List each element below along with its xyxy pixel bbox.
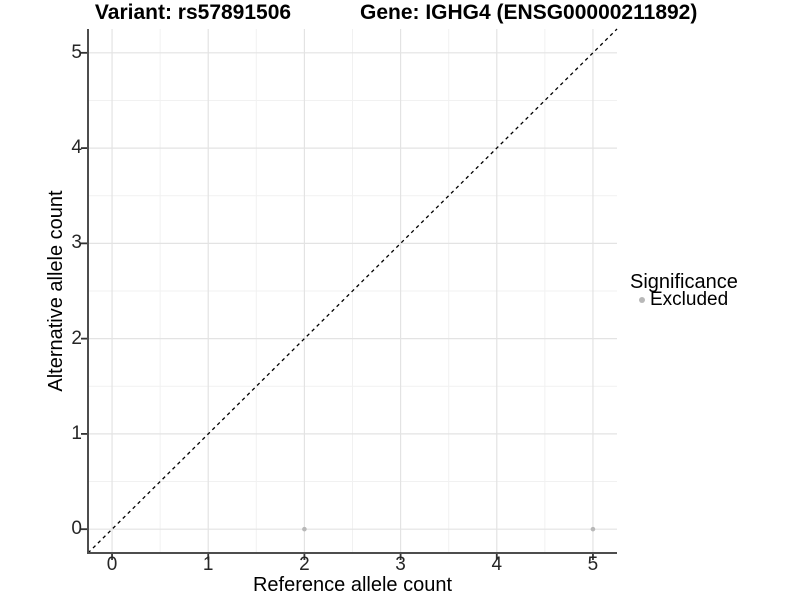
plot-title-gene: Gene: IGHG4 (ENSG00000211892) xyxy=(360,1,698,24)
data-point xyxy=(302,526,307,532)
gridlines-major xyxy=(88,29,617,553)
legend-title: Significance xyxy=(630,271,738,293)
legend-item-label: Excluded xyxy=(650,289,729,310)
data-point xyxy=(590,526,596,532)
y-tick-label: 0 xyxy=(71,518,82,540)
x-tick-label: 1 xyxy=(202,554,214,575)
y-tick-label: 3 xyxy=(71,232,82,254)
plot-title-variant: Variant: rs57891506 xyxy=(94,1,292,24)
y-tick-label: 5 xyxy=(71,41,82,63)
identity-line xyxy=(87,28,618,554)
x-tick-label: 4 xyxy=(491,554,503,575)
data-points xyxy=(302,526,596,532)
y-tick-label: 4 xyxy=(71,137,82,159)
legend-item-excluded: Excluded xyxy=(630,290,728,310)
x-axis-title: Reference allele count xyxy=(252,574,452,596)
x-tick-label: 0 xyxy=(106,554,118,575)
y-tick-label: 1 xyxy=(71,422,82,444)
legend-point-icon xyxy=(639,297,645,303)
y-axis-title: Alternative allele count xyxy=(45,190,67,392)
x-tick-label: 3 xyxy=(395,554,406,575)
axis-tick-marks xyxy=(81,51,594,560)
y-tick-label: 2 xyxy=(71,327,82,349)
legend: Significance Excluded xyxy=(630,0,795,600)
x-tick-label: 5 xyxy=(587,554,599,575)
identity-dashed-line xyxy=(87,28,618,554)
axis-lines xyxy=(87,29,617,554)
gridlines-minor xyxy=(88,29,617,553)
x-tick-label: 2 xyxy=(299,554,310,575)
